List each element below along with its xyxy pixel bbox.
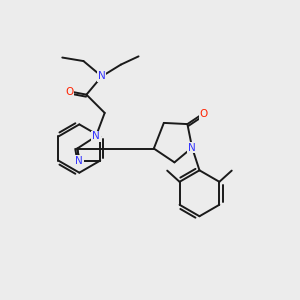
Text: O: O — [200, 109, 208, 119]
Text: N: N — [76, 156, 83, 166]
Text: N: N — [98, 71, 106, 81]
Text: N: N — [92, 131, 100, 142]
Text: N: N — [188, 142, 196, 153]
Text: O: O — [65, 87, 73, 97]
